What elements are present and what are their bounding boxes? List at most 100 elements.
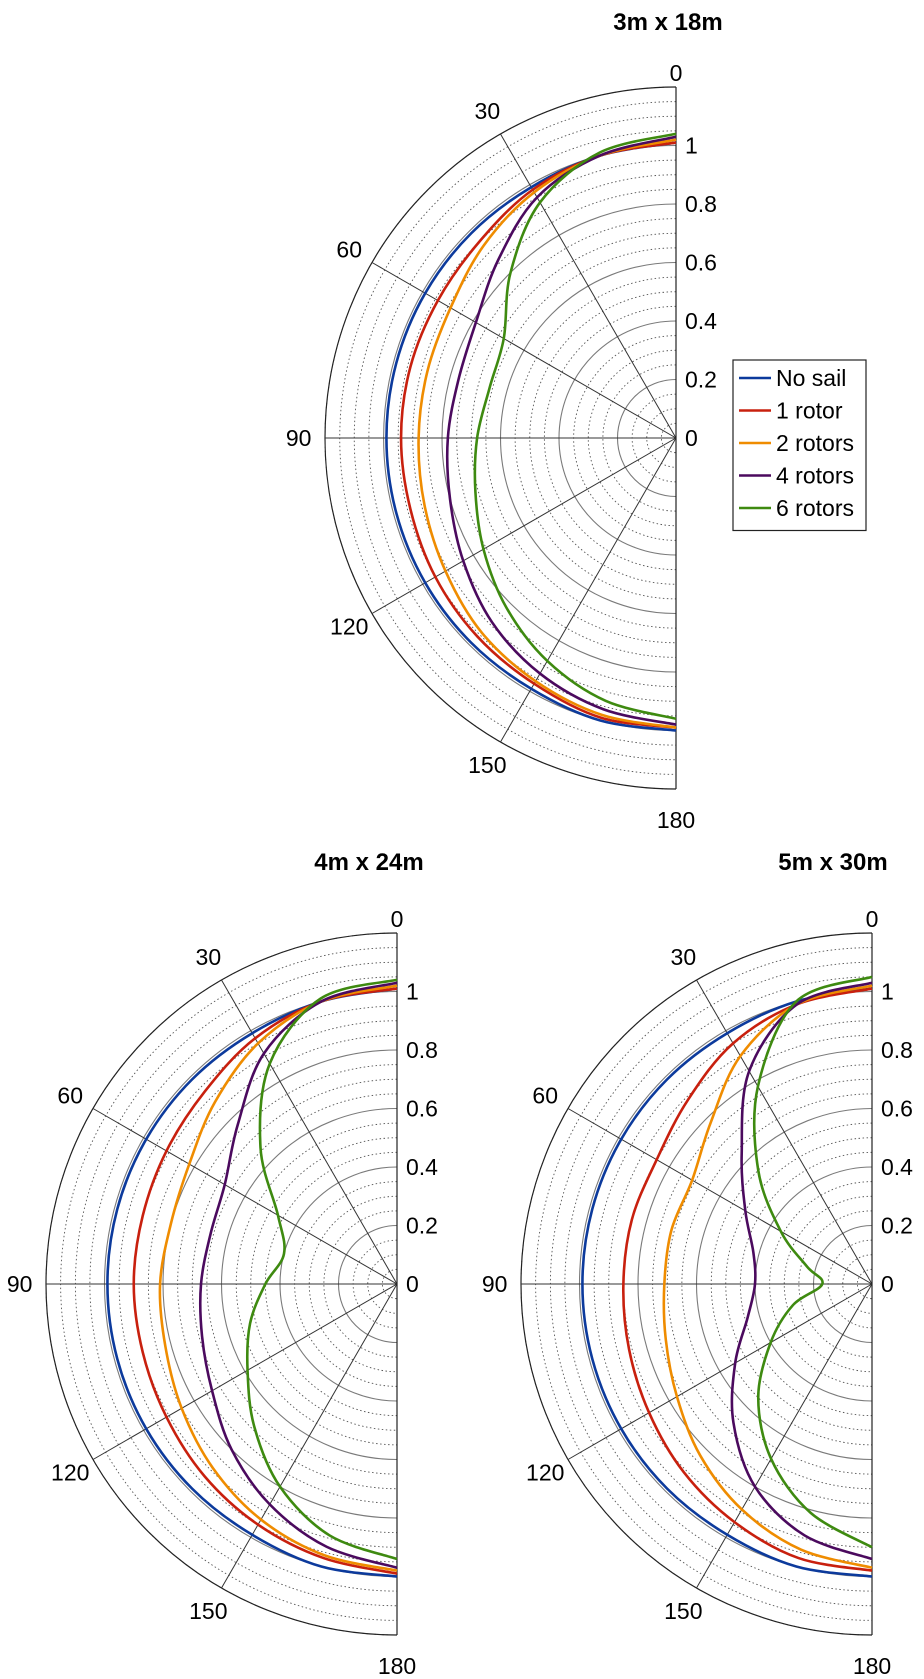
series-line-no-sail [106,987,398,1578]
r-tick-label: 0 [881,1271,894,1297]
series-line-2-rotors [417,138,677,729]
chart-title: 3m x 18m [613,9,722,36]
series-line-no-sail [385,141,677,732]
theta-tick-label: 120 [330,614,368,640]
minor-grid-circle [485,247,677,629]
r-tick-label: 0.6 [881,1096,913,1122]
series-line-2-rotors [662,984,873,1569]
series-line-2-rotors [158,984,398,1572]
r-tick-label: 0.2 [685,367,717,393]
minor-grid-circle [250,1137,398,1431]
r-tick-label: 0.2 [881,1213,913,1239]
r-tick-label: 0.8 [406,1037,438,1063]
theta-tick-label: 30 [671,944,697,970]
minor-grid-circle [857,1268,873,1300]
radial-spoke [696,979,873,1285]
chart-title: 4m x 24m [314,849,423,876]
theta-tick-label: 60 [532,1082,558,1108]
minor-grid-circle [147,1034,398,1534]
theta-tick-label: 180 [657,807,695,833]
theta-tick-label: 30 [475,98,501,124]
legend-label-4-rotors: 4 rotors [776,463,854,489]
r-tick-label: 1 [406,979,419,1005]
minor-grid-circle [681,1093,873,1475]
theta-tick-label: 90 [286,425,312,451]
polar-panel-5m-x-30m: 5m x 30m 0 30 60 90 120 150 180 0 0.2 0.4 0.6 0.8 1 [482,849,913,1679]
r-tick-label: 0.4 [406,1154,438,1180]
r-tick-label: 0 [406,1271,419,1297]
theta-tick-label: 90 [7,1271,33,1297]
theta-tick-label: 180 [853,1653,891,1679]
r-tick-label: 0.8 [881,1037,913,1063]
theta-tick-label: 150 [468,752,506,778]
minor-grid-circle [308,1195,398,1373]
minor-grid-circle [529,291,677,585]
legend-label-no-sail: No sail [776,365,846,391]
minor-grid-circle [89,976,398,1592]
minor-grid-circle [622,1034,873,1534]
r-tick-label: 0.6 [406,1096,438,1122]
chart-title: 5m x 30m [778,849,887,876]
minor-grid-circle [564,976,873,1592]
minor-grid-circle [367,1254,398,1314]
r-tick-label: 0.2 [406,1213,438,1239]
legend-label-6-rotors: 6 rotors [776,495,854,521]
series-line-4-rotors [445,135,677,726]
series-line-4-rotors [198,981,398,1569]
minor-grid-circle [646,408,677,468]
theta-tick-label: 180 [378,1653,416,1679]
theta-tick-label: 90 [482,1271,508,1297]
minor-grid-circle [842,1254,873,1314]
radial-spoke [567,1108,873,1285]
minor-grid-circle [661,422,677,454]
minor-grid-circle [426,188,677,688]
legend-box [732,359,867,532]
theta-tick-label: 30 [196,944,222,970]
theta-tick-label: 0 [866,906,879,932]
radial-spoke [92,1283,398,1460]
r-tick-label: 0.8 [685,191,717,217]
legend-label-1-rotor: 1 rotor [776,398,843,424]
radial-spoke [567,1283,873,1460]
theta-tick-label: 0 [391,906,404,932]
theta-tick-label: 60 [336,236,362,262]
theta-tick-label: 0 [670,60,683,86]
theta-tick-label: 120 [526,1460,564,1486]
minor-grid-circle [587,349,677,527]
minor-grid-circle [783,1195,873,1373]
radial-spoke [221,1283,398,1589]
radial-spoke [371,262,677,439]
radial-spoke [371,437,677,614]
polar-panel-4m-x-24m: 4m x 24m 0 30 60 90 120 150 180 0 0.2 0.4 0.6 0.8 1 [7,849,438,1679]
legend-label-2-rotors: 2 rotors [776,430,854,456]
polar-panel-3m-x-18m: 3m x 18m 0 30 60 90 120 150 180 0 0.2 0.4 0.6 0.8 1 [286,9,723,833]
series-line-no-sail [581,987,873,1578]
minor-grid-circle [368,130,677,746]
theta-tick-label: 60 [57,1082,83,1108]
radial-spoke [500,437,677,743]
radial-spoke [696,1283,873,1589]
r-tick-label: 1 [881,979,894,1005]
legend: No sail 1 rotor 2 rotors 4 rotors 6 rotors [732,359,867,532]
r-tick-label: 0.4 [881,1154,913,1180]
series-line-6-rotors [473,132,677,721]
series-line-1-rotor [399,141,677,729]
series-line-6-rotors [245,978,398,1561]
radial-spoke [92,1108,398,1285]
r-tick-label: 0.4 [685,308,717,334]
theta-tick-label: 120 [51,1460,89,1486]
theta-tick-label: 150 [664,1598,702,1624]
radial-spoke [221,979,398,1285]
r-tick-label: 1 [685,133,698,159]
series-line-1-rotor [622,987,873,1572]
r-tick-label: 0 [685,425,698,451]
theta-tick-label: 150 [189,1598,227,1624]
minor-grid-circle [206,1093,398,1475]
series-line-6-rotors [752,975,873,1549]
minor-grid-circle [725,1137,873,1431]
series-line-4-rotors [730,981,873,1561]
radial-spoke [500,133,677,439]
minor-grid-circle [382,1268,398,1300]
series-line-1-rotor [132,987,398,1575]
